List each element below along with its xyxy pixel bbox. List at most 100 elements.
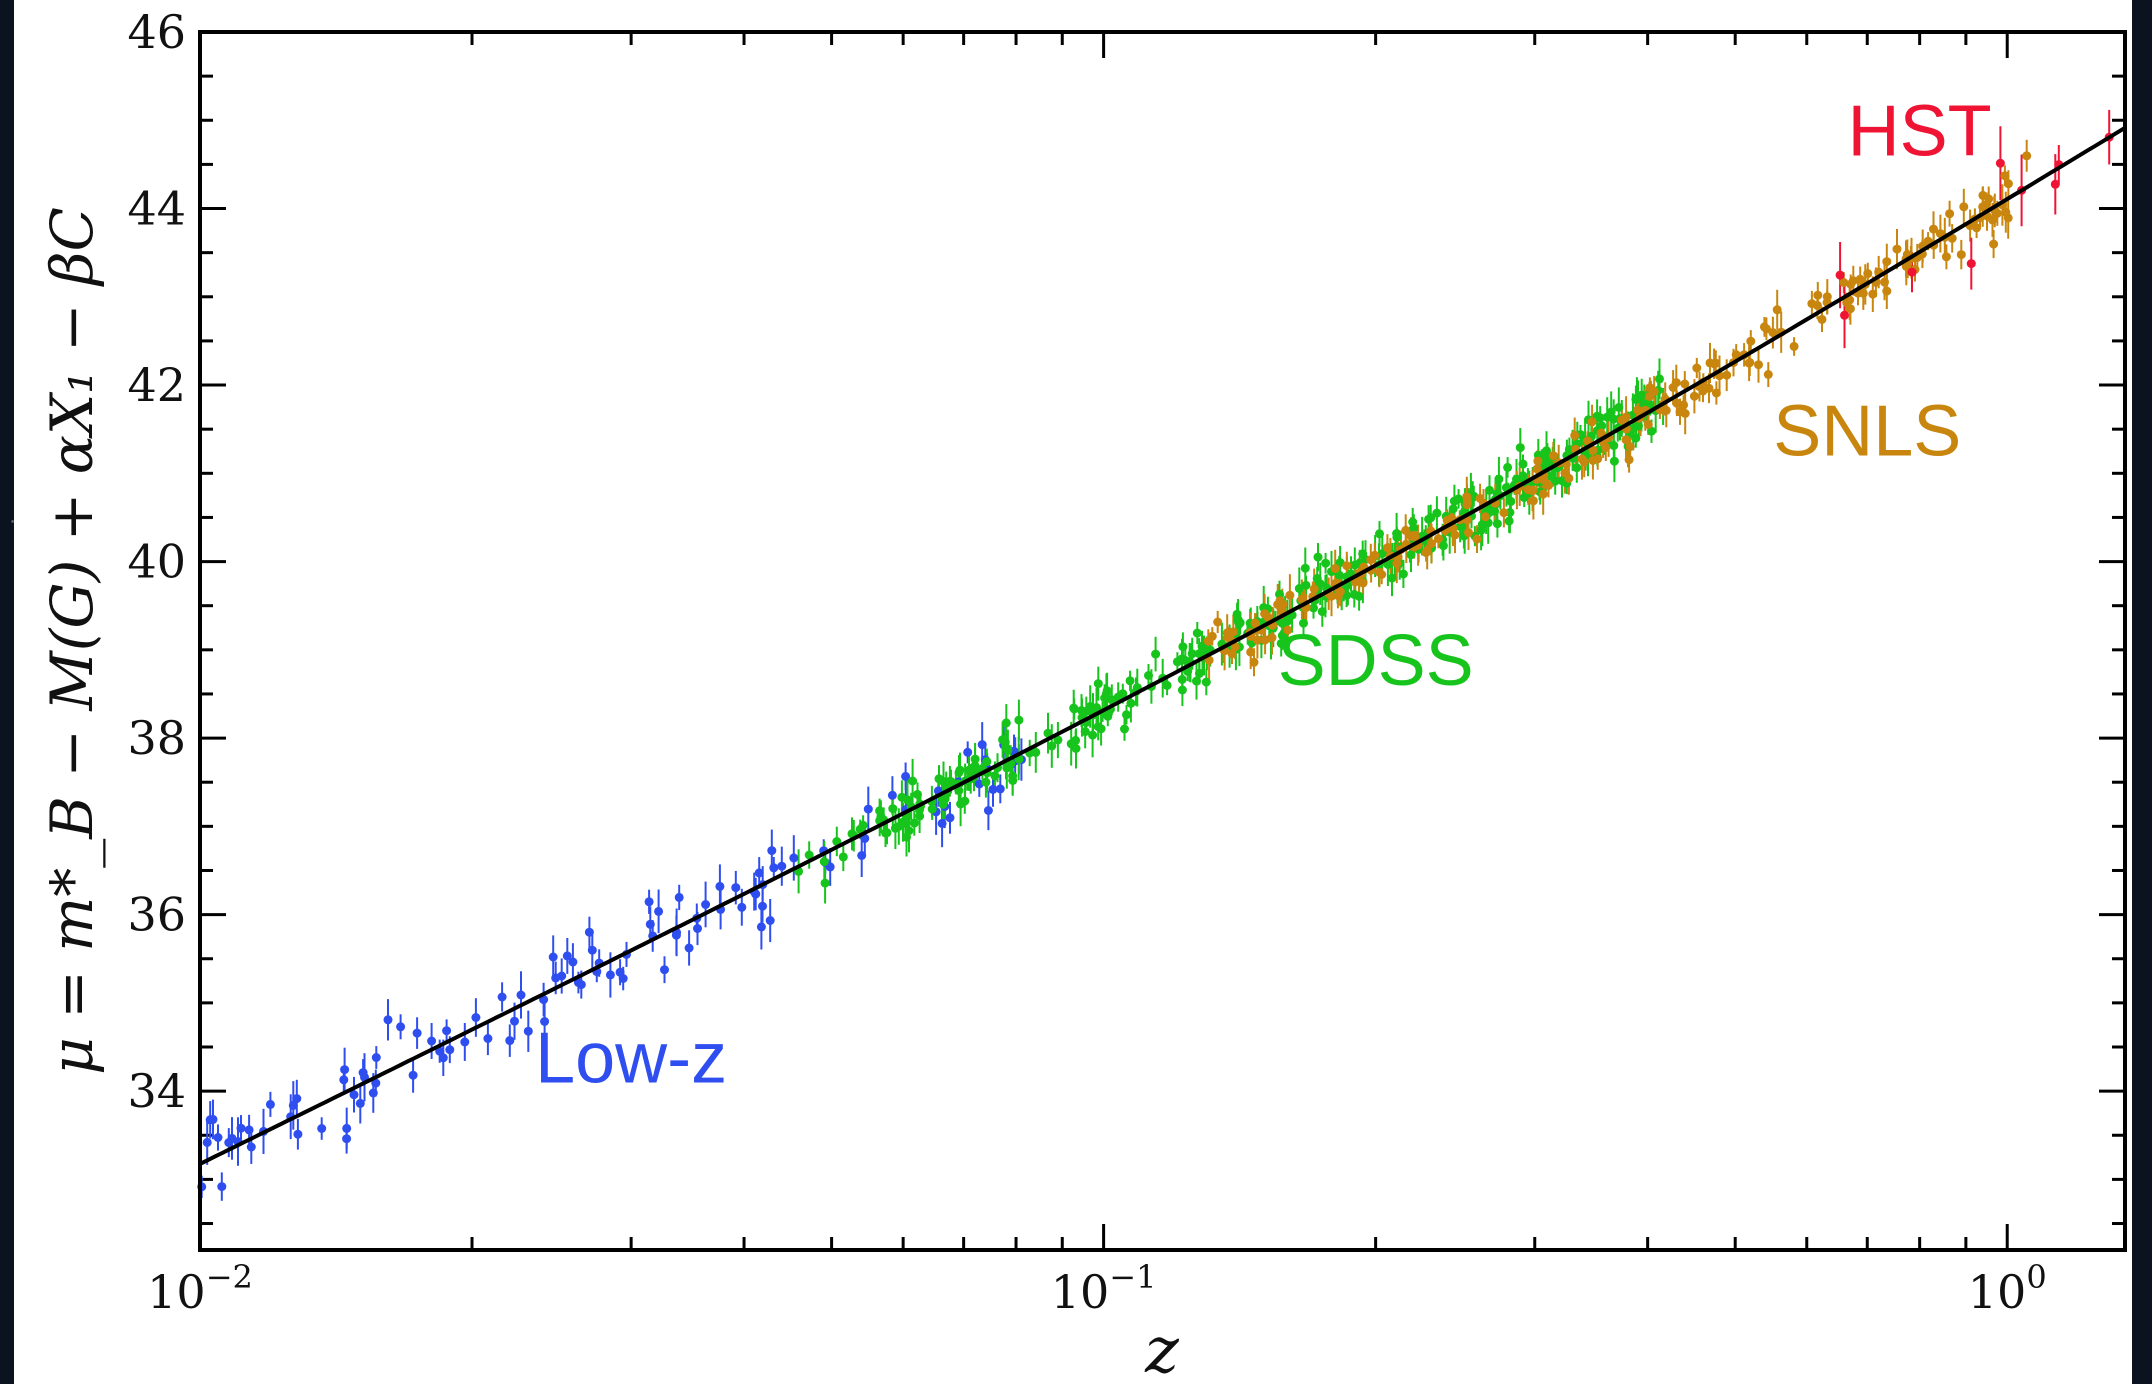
- snls-point: [1941, 252, 1951, 262]
- low-z-point: [236, 1123, 246, 1133]
- snls-point: [1617, 415, 1627, 425]
- snls-point: [1692, 363, 1702, 373]
- sdss-point: [1008, 771, 1018, 781]
- snls-point: [1224, 632, 1234, 642]
- snls-point: [1250, 618, 1260, 628]
- snls-point: [1230, 642, 1240, 652]
- snls-point: [1711, 358, 1721, 368]
- snls-point: [1624, 455, 1634, 465]
- sdss-point: [1312, 574, 1322, 583]
- snls-point: [1679, 400, 1689, 410]
- low-z-point: [505, 1036, 515, 1046]
- snls-point: [1880, 277, 1889, 287]
- low-z-point: [576, 980, 586, 990]
- sdss-point: [1096, 724, 1106, 734]
- sdss-point: [1334, 570, 1344, 580]
- sdss-point: [927, 804, 937, 814]
- snls-point: [1711, 388, 1721, 398]
- snls-point: [1992, 208, 2002, 218]
- low-z-point: [396, 1022, 406, 1032]
- snls-point: [1772, 305, 1782, 315]
- low-z-point: [737, 902, 747, 912]
- low-z-point: [292, 1094, 302, 1104]
- snls-point: [1817, 314, 1827, 324]
- model-curve: [199, 126, 2127, 1166]
- x-tick-labels: 10−2 10−1 100: [147, 1258, 2047, 1319]
- low-z-point: [371, 1053, 381, 1062]
- sdss-point: [1125, 676, 1135, 686]
- snls-point: [1649, 386, 1659, 396]
- sdss-point: [904, 826, 914, 836]
- snls-point: [1882, 257, 1892, 267]
- low-z-point: [693, 924, 702, 933]
- sdss-point: [960, 796, 970, 806]
- snls-point: [1528, 486, 1537, 496]
- low-z-point: [825, 862, 835, 872]
- low-z-point: [368, 1088, 378, 1098]
- sdss-point: [998, 735, 1008, 745]
- snls-point: [1538, 489, 1548, 499]
- sdss-point: [1192, 676, 1201, 686]
- snls-point: [1868, 289, 1878, 299]
- sdss-point: [1387, 573, 1397, 583]
- low-z-point: [701, 900, 711, 909]
- snls-point: [1892, 244, 1902, 254]
- snls-point: [1577, 454, 1587, 464]
- y-tick-label: 46: [127, 5, 186, 59]
- y-tick-label: 34: [127, 1064, 186, 1118]
- sdss-point: [1606, 407, 1616, 417]
- low-z-point: [339, 1075, 349, 1085]
- sdss-point: [1187, 649, 1197, 659]
- low-z-point: [412, 1028, 422, 1038]
- hst-point: [1966, 259, 1976, 269]
- snls-point: [1845, 295, 1855, 305]
- sdss-point: [1655, 374, 1664, 384]
- snls-point: [1267, 633, 1277, 643]
- sdss-point: [1392, 529, 1402, 538]
- sdss-point: [982, 757, 992, 767]
- snls-point: [1643, 419, 1653, 429]
- sdss-point: [1103, 711, 1113, 721]
- sdss-point: [1492, 519, 1502, 529]
- sdss-point: [1172, 657, 1182, 667]
- snls-point: [1462, 492, 1472, 502]
- sdss-point: [1504, 516, 1514, 526]
- sdss-point: [981, 777, 991, 787]
- y-tick-label: 42: [127, 358, 186, 412]
- low-z-point: [605, 970, 615, 980]
- snls-point: [1661, 405, 1671, 415]
- snls-point: [1433, 534, 1443, 544]
- snls-point: [1246, 647, 1256, 657]
- sdss-point: [903, 795, 912, 805]
- snls-point: [1260, 635, 1270, 645]
- snls-point: [1427, 539, 1436, 549]
- low-z-point: [789, 853, 799, 863]
- sdss-point: [1178, 642, 1188, 652]
- snls-point: [1533, 456, 1543, 466]
- y-tick-label: 36: [127, 888, 186, 942]
- sdss-point: [1177, 674, 1187, 684]
- low-z-point: [371, 1078, 381, 1088]
- sdss-point: [1309, 603, 1318, 613]
- snls-point: [1680, 379, 1690, 389]
- snls-point: [1846, 279, 1856, 289]
- snls-point: [1327, 591, 1336, 601]
- sdss-point: [1192, 628, 1202, 638]
- sdss-point: [1233, 616, 1243, 626]
- sdss-point: [1512, 474, 1521, 484]
- low-z-point: [758, 901, 767, 911]
- low-z-label: Low-z: [535, 1018, 727, 1098]
- sdss-point: [838, 852, 848, 862]
- sdss-point: [1628, 424, 1638, 434]
- y-tick-label: 38: [127, 711, 186, 765]
- sdss-point: [1409, 523, 1419, 533]
- sdss-point: [1494, 474, 1504, 484]
- sdss-point: [1162, 680, 1172, 690]
- snls-point: [2003, 179, 2013, 189]
- snls-point: [1959, 202, 1969, 212]
- sdss-point: [1455, 521, 1465, 531]
- sdss-point: [1299, 618, 1308, 628]
- sdss-point: [1572, 463, 1582, 473]
- snls-point: [1285, 590, 1295, 600]
